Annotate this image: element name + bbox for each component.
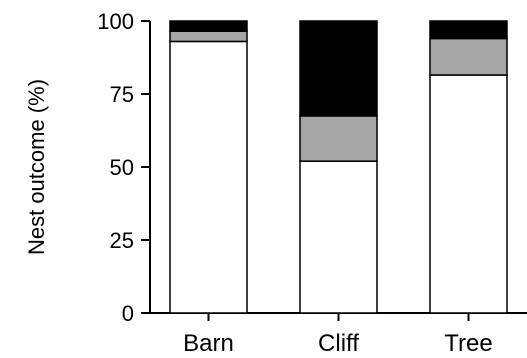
- bar-stack: [169, 20, 248, 314]
- bar-segment: [299, 115, 378, 162]
- bar-segment: [429, 37, 508, 76]
- bar-segment: [169, 30, 248, 43]
- bar-segment: [299, 160, 378, 314]
- bar-stack: [299, 20, 378, 314]
- y-tick-label: 50: [110, 155, 134, 180]
- y-tick-label: 0: [122, 301, 134, 326]
- bar-segment: [169, 40, 248, 314]
- x-axis: Barn Cliff Tree: [150, 312, 527, 357]
- bar-stacks: [169, 20, 508, 314]
- y-tick-label: 75: [110, 82, 134, 107]
- x-category-label: Cliff: [318, 330, 359, 357]
- bar-segment: [429, 20, 508, 40]
- y-tick-label: 25: [110, 228, 134, 253]
- bar-segment: [429, 74, 508, 314]
- y-tick-label: 100: [97, 9, 134, 34]
- bar-segment: [299, 20, 378, 117]
- y-axis: 0 25 50 75 100: [97, 9, 151, 326]
- x-category-label: Barn: [183, 330, 234, 357]
- bar-stack: [429, 20, 508, 314]
- x-category-label: Tree: [444, 330, 492, 357]
- y-axis-title: Nest outcome (%): [24, 79, 49, 255]
- bar-segment: [169, 20, 248, 32]
